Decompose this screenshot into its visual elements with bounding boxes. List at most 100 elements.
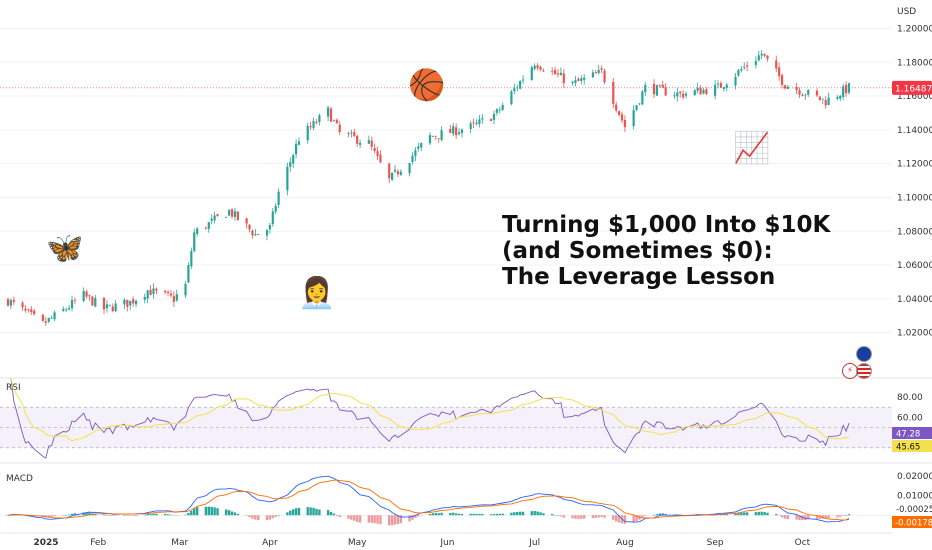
candle-body [632, 110, 635, 127]
macd-histogram-bar [353, 515, 356, 521]
candle-body [795, 87, 798, 91]
candle-body [815, 90, 819, 96]
candle-body [577, 78, 580, 82]
macd-histogram-bar [85, 512, 88, 516]
candle-body [716, 83, 720, 85]
price-tick-label: 1.18000 [897, 58, 932, 68]
candle-body [804, 94, 807, 96]
macd-histogram-bar [571, 515, 574, 519]
macd-histogram-bar [530, 511, 533, 516]
candle-body [574, 80, 577, 84]
candle-body [315, 122, 318, 124]
candle-body [172, 296, 175, 302]
candle-body [294, 143, 298, 155]
macd-histogram-bar [88, 512, 91, 516]
macd-histogram-bar [428, 513, 432, 516]
macd-histogram-bar [556, 515, 560, 516]
macd-histogram-bar [614, 515, 618, 522]
macd-histogram-bar [73, 513, 77, 516]
us-flag-icon[interactable] [856, 363, 872, 379]
candle-body [306, 125, 309, 141]
candle-body [580, 78, 583, 81]
candle-body [309, 126, 312, 128]
candle-body [583, 77, 586, 80]
macd-histogram-bar [108, 515, 112, 516]
candle-body [420, 142, 423, 148]
candle-body [193, 232, 196, 251]
candle-body [105, 304, 109, 309]
candle-body [155, 288, 158, 291]
candle-body [498, 109, 501, 111]
headline-line-2: (and Sometimes $0): [502, 238, 773, 264]
candle-body [27, 309, 30, 311]
candle-body [603, 70, 606, 83]
candle-body [347, 133, 350, 135]
rsi-line [10, 377, 850, 459]
macd-histogram-bar [227, 510, 231, 516]
macd-histogram-bar [143, 514, 146, 516]
candle-body [271, 211, 274, 225]
candle-body [164, 290, 167, 293]
macd-histogram-bar [111, 515, 114, 516]
macd-histogram-bar [597, 515, 600, 518]
candle-body [452, 126, 455, 134]
macd-histogram-bar [53, 515, 56, 517]
macd-histogram-bar [815, 515, 819, 520]
rsi-ma-value: 45.65 [896, 443, 920, 453]
candle-body [510, 91, 513, 105]
price-tick-label: 1.16000 [897, 92, 932, 102]
macd-histogram-bar [399, 515, 403, 524]
candle-body [594, 72, 597, 74]
candle-body [149, 289, 152, 296]
candle-body [682, 93, 685, 98]
presenter-icon: 👩‍💼 [298, 276, 336, 311]
macd-histogram-bar [268, 515, 272, 520]
macd-histogram-bar [766, 512, 769, 516]
rsi-value-tag: 47.28 [892, 427, 932, 440]
eu-flag-icon[interactable] [856, 346, 872, 362]
macd-histogram-bar [213, 507, 216, 516]
macd-histogram-bar [536, 511, 539, 516]
candle-body [268, 225, 271, 230]
macd-histogram-bar [600, 515, 603, 518]
candle-body [286, 166, 289, 191]
candle-body [693, 90, 696, 96]
macd-histogram-bar [644, 515, 647, 516]
macd-histogram-bar [518, 511, 522, 516]
macd-histogram-bar [216, 508, 219, 516]
macd-histogram-bar [225, 509, 228, 516]
price-tick-label: 1.12000 [897, 160, 932, 170]
lightning-icon[interactable]: ⚡ [842, 363, 858, 379]
candle-body [73, 299, 77, 301]
candle-body [714, 84, 717, 96]
macd-histogram-bar [740, 512, 743, 516]
macd-histogram-bar [326, 510, 330, 516]
macd-histogram-bar [291, 509, 295, 516]
candle-body [225, 217, 228, 218]
macd-histogram-bar [542, 513, 545, 516]
candle-body [551, 70, 554, 72]
candle-body [396, 171, 400, 175]
candle-body [530, 67, 533, 81]
candle-body [533, 65, 536, 69]
candle-body [783, 85, 787, 89]
macd-histogram-bar [277, 515, 280, 516]
candle-body [807, 89, 810, 95]
macd-histogram-bar [836, 515, 839, 518]
candle-body [41, 314, 45, 321]
candle-body [501, 104, 504, 110]
price-tick-label: 1.04000 [897, 295, 932, 305]
candle-body [207, 222, 210, 229]
macd-histogram-bar [289, 510, 292, 516]
macd-histogram-bar [94, 513, 97, 516]
butterfly-icon: 🦋 [46, 231, 84, 266]
macd-histogram-bar [783, 515, 787, 519]
macd-histogram-bar [737, 512, 740, 516]
macd-histogram-bar [449, 512, 452, 516]
macd-title: MACD [6, 474, 33, 484]
macd-histogram-bar [673, 514, 676, 516]
time-tick-label: Mar [171, 538, 188, 548]
candle-body [652, 83, 656, 95]
candle-body [847, 83, 851, 93]
candle-body [449, 128, 452, 133]
